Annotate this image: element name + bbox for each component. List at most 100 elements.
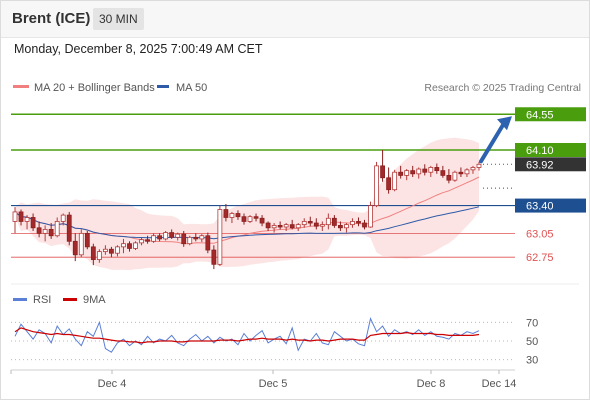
candle-body [422, 168, 428, 173]
candle-body [24, 217, 30, 222]
timestamp: Monday, December 8, 2025 7:00:49 AM CET [14, 42, 263, 56]
candle-body [211, 249, 217, 265]
candle-body [410, 170, 416, 175]
legend-swatch-ma20 [13, 85, 29, 88]
candle-body [253, 216, 259, 219]
bollinger-band-area [15, 137, 479, 271]
level-tag-text-64.55: 64.55 [526, 109, 554, 121]
candle-body [229, 213, 235, 218]
candle-body [30, 217, 36, 229]
level-tag-64.10 [515, 142, 586, 157]
candle-body [84, 232, 90, 248]
timeframe-button[interactable]: 30 MIN [93, 8, 144, 30]
instrument-title: Brent (ICE) [12, 10, 91, 27]
candle-body [289, 224, 295, 229]
projection-arrow-head [497, 116, 512, 131]
last-price-text: 63.92 [526, 159, 554, 171]
candle-body [307, 221, 313, 224]
candle-body [163, 232, 169, 240]
candle-body [338, 225, 343, 229]
rsi-legend: RSI 9MA [13, 294, 106, 306]
candle-body [362, 222, 367, 228]
level-tag-text-63.40: 63.40 [526, 201, 554, 213]
candle-body [241, 216, 247, 222]
candle-body [193, 236, 199, 240]
candle-body [151, 235, 156, 242]
rsi-panel: 70 50 30 [11, 317, 538, 367]
candle-body [78, 232, 84, 256]
candle-body [458, 171, 464, 175]
candle-body [344, 224, 349, 229]
candle-body [277, 225, 283, 228]
candle-body [145, 239, 150, 242]
level-tag-text-64.10: 64.10 [526, 145, 554, 157]
candlesticks [12, 149, 482, 270]
rsi-tick-50: 50 [526, 336, 538, 348]
key-levels [11, 113, 515, 258]
candle-body [36, 227, 42, 234]
candle-body [235, 213, 241, 218]
candle-body [476, 163, 482, 168]
candle-body [223, 209, 229, 218]
rsi-tick-70: 70 [526, 317, 538, 329]
candle-body [295, 224, 301, 229]
legend-label-ma20: MA 20 + Bollinger Bands [34, 82, 155, 94]
candle-body [157, 235, 163, 240]
x-tick-label-Dec-14: Dec 14 [482, 378, 517, 390]
candle-body [259, 217, 265, 224]
legend-swatch-rsi [13, 298, 27, 301]
level-label-62.75: 62.75 [526, 252, 554, 264]
credit-text: Research © 2025 Trading Central [424, 82, 581, 94]
x-tick-label-Dec-4: Dec 4 [98, 378, 127, 390]
candle-body [205, 235, 211, 251]
candle-body [18, 211, 24, 222]
bollinger-bands [15, 137, 479, 271]
candle-body [181, 233, 187, 245]
candle-body [446, 174, 452, 181]
candle-body [398, 171, 404, 176]
candle-body [169, 232, 175, 238]
candle-body [66, 214, 72, 242]
legend-label-ma50: MA 50 [176, 82, 207, 94]
candle-body [464, 169, 470, 175]
rsi-9ma-line [14, 327, 480, 344]
legend-swatch-ma50 [157, 85, 169, 88]
candle-body [374, 165, 379, 206]
level-tag-63.40 [515, 198, 586, 213]
candle-body [404, 170, 410, 176]
x-axis: Dec 4 Dec 5 Dec 8 Dec 14 [10, 370, 517, 390]
candle-body [386, 177, 392, 191]
candle-body [428, 167, 434, 173]
candle-body [60, 214, 66, 222]
candle-body [319, 224, 325, 227]
candle-body [133, 242, 138, 249]
candle-body [217, 209, 223, 265]
candle-body [48, 228, 54, 237]
candle-body [325, 217, 331, 226]
candle-body [90, 246, 96, 260]
candle-body [313, 222, 319, 227]
candle-body [42, 228, 48, 234]
price-legend: MA 20 + Bollinger Bands MA 50 [13, 82, 207, 94]
candle-body [109, 248, 114, 254]
candle-body [440, 170, 446, 176]
candle-body [331, 217, 337, 226]
candle-body [434, 167, 440, 172]
candle-body [301, 221, 307, 226]
legend-label-rsi: RSI [33, 294, 51, 306]
candle-body [368, 205, 373, 228]
x-tick-label-Dec-8: Dec 8 [417, 378, 446, 390]
rsi-tick-30: 30 [526, 355, 538, 367]
candle-body [470, 167, 476, 171]
ma50-line [14, 206, 480, 240]
candle-body [115, 246, 120, 254]
candle-body [96, 251, 102, 260]
candle-body [265, 222, 271, 229]
projection-arrow [479, 116, 512, 164]
candle-body [283, 224, 289, 228]
candle-body [392, 171, 398, 191]
rsi-line [14, 317, 480, 353]
candle-body [121, 243, 126, 248]
legend-swatch-9ma [63, 298, 77, 301]
